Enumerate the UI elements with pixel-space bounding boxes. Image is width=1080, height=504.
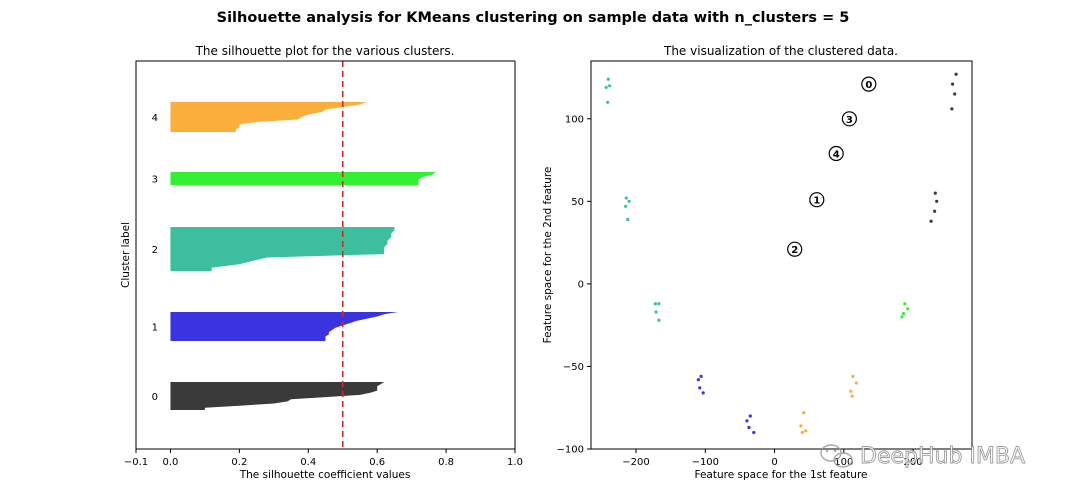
scatter-point-cluster-2: [624, 196, 628, 200]
silhouette-y-axis-label: Cluster label: [120, 222, 132, 288]
silhouette-x-ticks: −0.1 0.0 0.2 0.4 0.6 0.8 1.0: [124, 449, 523, 468]
scatter-point-cluster-2: [608, 84, 612, 88]
cluster-center-2: [787, 241, 803, 257]
scatter-point-cluster-4: [854, 381, 858, 385]
scatter-point-cluster-4: [849, 389, 853, 393]
scatter-point-cluster-2: [627, 199, 631, 203]
scatter-plot-title: The visualization of the clustered data.: [663, 44, 898, 58]
scatter-x-tick-label: 0: [771, 457, 777, 468]
scatter-y-axis-label: Feature space for the 2nd feature: [542, 167, 554, 344]
scatter-y-tick-label: 50: [571, 197, 584, 208]
watermark: DeepHub IMBA: [820, 444, 1025, 469]
silhouette-x-tick-label: 1.0: [507, 457, 523, 468]
scatter-y-tick-label: −100: [557, 445, 584, 456]
scatter-point-cluster-4: [851, 374, 855, 378]
cluster-center-0: [861, 76, 877, 92]
scatter-point-cluster-2: [653, 302, 658, 306]
silhouette-band-cluster-2: [170, 227, 395, 271]
scatter-point-cluster-3: [901, 312, 906, 316]
scatter-point-cluster-2: [626, 217, 630, 222]
scatter-x-tick-label: 200: [904, 457, 923, 468]
silhouette-x-tick-label: −0.1: [124, 457, 148, 468]
scatter-plot-frame: [590, 60, 973, 450]
scatter-point-cluster-0: [954, 72, 958, 76]
scatter-point-cluster-2: [654, 310, 658, 314]
cluster-center-label-4: 4: [833, 150, 840, 161]
silhouette-marks: 0 1 2 3 4: [152, 61, 436, 449]
silhouette-x-tick-label: 0.0: [163, 457, 179, 468]
scatter-marks: 0 1 2 3 4: [604, 72, 958, 435]
scatter-point-cluster-4: [850, 394, 854, 398]
scatter-point-cluster-1: [696, 378, 701, 382]
silhouette-band-cluster-4: [170, 102, 367, 132]
cluster-label-0: 0: [152, 392, 158, 403]
cluster-label-2: 2: [152, 245, 158, 256]
scatter-point-cluster-2: [657, 302, 661, 306]
scatter-point-cluster-0: [950, 107, 954, 111]
scatter-x-tick-label: −200: [622, 457, 649, 468]
silhouette-plot-frame: [135, 60, 516, 450]
scatter-point-cluster-1: [698, 386, 702, 390]
cluster-center-label-0: 0: [865, 80, 872, 91]
cluster-label-4: 4: [152, 113, 158, 124]
scatter-point-cluster-3: [900, 315, 904, 319]
scatter-y-tick-label: 100: [565, 114, 584, 125]
cluster-label-1: 1: [152, 323, 158, 334]
scatter-point-cluster-1: [752, 430, 756, 435]
silhouette-plot-title: The silhouette plot for the various clus…: [195, 44, 455, 58]
cluster-center-label-2: 2: [791, 245, 798, 256]
silhouette-x-tick-label: 0.4: [300, 457, 316, 468]
scatter-point-cluster-4: [802, 411, 806, 415]
scatter-point-cluster-4: [804, 429, 808, 433]
silhouette-plot-panel: The silhouette plot for the various clus…: [120, 44, 523, 481]
scatter-ticks: −200 −100 0 100 200 −100 −50 0 50 100: [557, 114, 923, 468]
scatter-point-cluster-2: [606, 77, 610, 81]
cluster-center-label-1: 1: [813, 196, 820, 207]
silhouette-band-cluster-0: [170, 382, 385, 410]
scatter-point-cluster-2: [624, 204, 628, 208]
scatter-point-cluster-0: [933, 209, 937, 213]
cluster-center-4: [828, 145, 844, 162]
scatter-y-tick-label: −50: [563, 362, 584, 373]
silhouette-x-axis-label: The silhouette coefficient values: [239, 469, 411, 481]
scatter-x-tick-label: 100: [834, 457, 853, 468]
silhouette-band-cluster-3: [170, 172, 436, 185]
scatter-point-cluster-2: [604, 85, 608, 89]
cluster-center-1: [809, 192, 825, 208]
scatter-point-cluster-4: [799, 424, 803, 428]
cluster-center-label-3: 3: [846, 115, 853, 126]
scatter-x-tick-label: −100: [692, 457, 719, 468]
scatter-point-cluster-3: [903, 302, 907, 306]
figure-suptitle: Silhouette analysis for KMeans clusterin…: [217, 10, 850, 26]
scatter-point-cluster-0: [951, 82, 955, 86]
scatter-point-cluster-1: [701, 391, 705, 395]
scatter-point-cluster-4: [800, 430, 804, 435]
scatter-point-cluster-0: [929, 219, 933, 223]
scatter-point-cluster-2: [657, 318, 661, 322]
scatter-point-cluster-1: [745, 419, 749, 423]
scatter-point-cluster-0: [953, 92, 957, 96]
scatter-point-cluster-1: [747, 425, 751, 430]
scatter-point-cluster-1: [699, 374, 703, 378]
scatter-point-cluster-3: [906, 307, 910, 311]
silhouette-x-tick-label: 0.2: [231, 457, 247, 468]
watermark-text: DeepHub IMBA: [860, 444, 1025, 469]
cluster-label-3: 3: [152, 175, 158, 186]
cluster-scatter-panel: The visualization of the clustered data.…: [542, 44, 973, 481]
scatter-point-cluster-0: [933, 191, 937, 195]
silhouette-band-cluster-1: [170, 312, 398, 341]
wechat-icon: [820, 444, 853, 468]
scatter-point-cluster-0: [935, 199, 939, 203]
cluster-center-3: [841, 111, 858, 127]
scatter-point-cluster-1: [748, 414, 752, 418]
scatter-x-axis-label: Feature space for the 1st feature: [694, 469, 867, 481]
silhouette-x-tick-label: 0.6: [369, 457, 385, 468]
scatter-y-tick-label: 0: [578, 279, 584, 290]
silhouette-x-tick-label: 0.8: [438, 457, 454, 468]
scatter-point-cluster-2: [606, 100, 610, 104]
